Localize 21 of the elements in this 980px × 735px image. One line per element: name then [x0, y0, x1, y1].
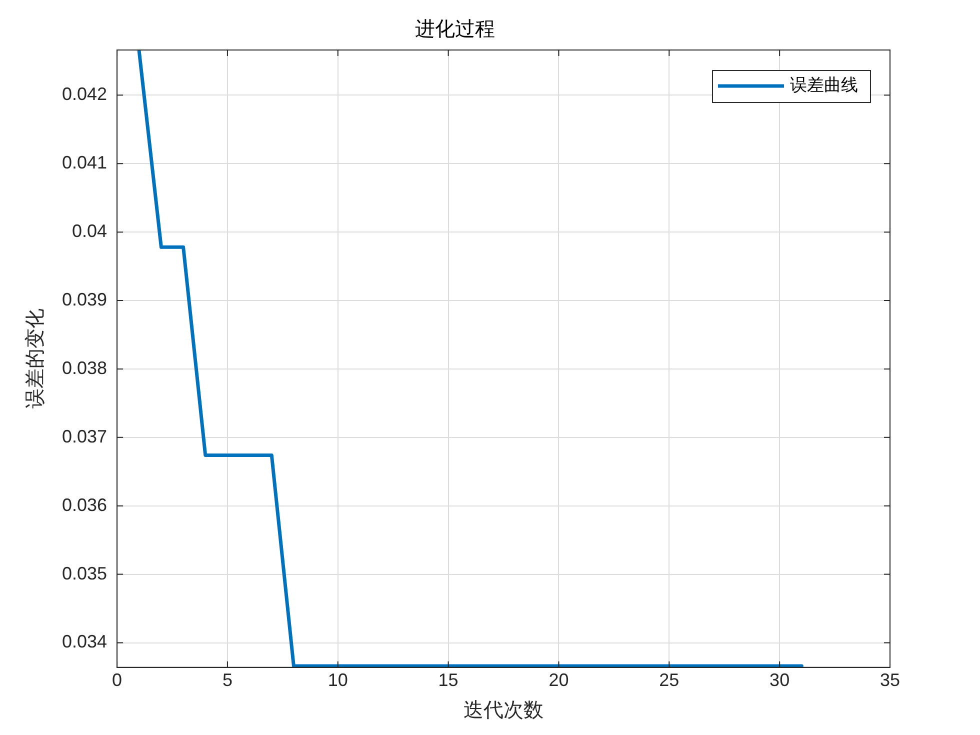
chart-title: 进化过程 [415, 18, 495, 40]
y-tick-label: 0.037 [62, 426, 108, 446]
y-tick-label: 0.035 [62, 563, 108, 584]
y-tick-label: 0.036 [62, 494, 108, 515]
x-tick-label: 20 [548, 670, 569, 690]
x-tick-label: 25 [659, 670, 680, 690]
legend-label: 误差曲线 [790, 75, 858, 94]
x-tick-label: 30 [770, 670, 790, 690]
x-tick-label: 10 [328, 670, 348, 690]
y-tick-label: 0.041 [62, 152, 108, 173]
y-tick-label: 0.038 [62, 358, 108, 378]
x-tick-label: 35 [880, 670, 900, 690]
y-tick-label: 0.04 [72, 221, 108, 242]
y-tick-label: 0.039 [62, 289, 108, 310]
y-tick-label: 0.034 [62, 632, 108, 652]
x-tick-label: 15 [438, 670, 458, 690]
y-tick-label: 0.042 [62, 84, 108, 104]
y-axis-title: 误差的变化 [24, 308, 46, 409]
x-tick-label: 5 [222, 670, 232, 690]
x-axis-title: 迭代次数 [464, 699, 544, 722]
x-tick-label: 0 [112, 670, 122, 690]
